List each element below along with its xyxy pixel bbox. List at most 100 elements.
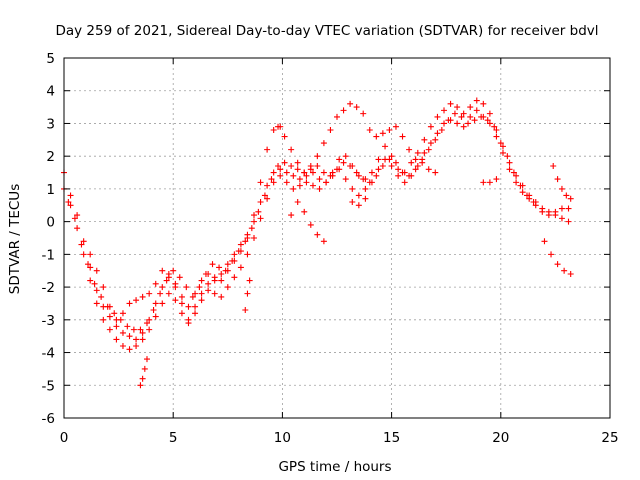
data-point <box>275 123 282 130</box>
data-point <box>139 329 146 336</box>
data-point <box>71 215 78 222</box>
data-point <box>98 293 105 300</box>
data-point <box>176 274 183 281</box>
data-point <box>486 179 493 186</box>
data-point <box>506 166 513 173</box>
y-tick-label: -1 <box>42 247 55 263</box>
data-point <box>296 176 303 183</box>
data-point <box>491 123 498 130</box>
data-point <box>510 169 517 176</box>
x-tick-label: 10 <box>274 430 291 446</box>
data-point <box>264 195 271 202</box>
data-point <box>320 238 327 245</box>
data-point <box>294 166 301 173</box>
y-axis-label: SDTVAR / TECUs <box>7 184 23 294</box>
data-point <box>152 313 159 320</box>
data-point <box>185 316 192 323</box>
data-point <box>152 280 159 287</box>
data-point <box>248 225 255 232</box>
data-point <box>519 189 526 196</box>
data-point <box>486 110 493 117</box>
data-point <box>288 163 295 169</box>
x-tick-label: 20 <box>492 430 509 446</box>
data-point <box>567 195 574 202</box>
data-point <box>567 271 574 277</box>
data-point <box>159 267 166 274</box>
data-point <box>395 172 402 179</box>
data-point <box>316 176 323 183</box>
data-point <box>445 117 452 124</box>
data-point <box>100 284 107 291</box>
data-point <box>438 127 445 133</box>
data-point <box>539 205 546 212</box>
data-point <box>484 117 491 124</box>
data-point <box>303 179 310 186</box>
data-point <box>150 307 157 313</box>
data-point <box>353 169 360 176</box>
data-point <box>189 293 196 300</box>
data-point <box>281 159 288 166</box>
data-point <box>119 343 126 349</box>
data-point <box>192 303 199 310</box>
data-point <box>368 169 375 176</box>
data-points <box>61 97 574 389</box>
data-point <box>441 107 448 114</box>
data-point <box>93 267 100 274</box>
data-point <box>87 277 94 284</box>
data-point <box>558 205 565 212</box>
data-point <box>222 267 229 274</box>
data-point <box>133 343 140 349</box>
series-track-c <box>65 110 537 333</box>
data-point <box>427 123 434 130</box>
data-point <box>74 212 81 219</box>
data-point <box>231 251 238 258</box>
data-point <box>80 238 87 245</box>
data-point <box>434 130 441 137</box>
data-point <box>170 267 177 274</box>
data-point <box>178 310 185 317</box>
data-point <box>130 326 137 333</box>
data-point <box>270 179 277 186</box>
y-tick-label: -6 <box>42 411 55 427</box>
data-point <box>307 163 314 169</box>
x-tick-label: 25 <box>601 430 618 446</box>
chart-title: Day 259 of 2021, Sidereal Day-to-day VTE… <box>55 23 598 39</box>
data-point <box>261 192 268 199</box>
data-point <box>314 163 321 169</box>
data-point <box>137 326 144 333</box>
data-point <box>139 336 146 343</box>
data-point <box>414 163 421 169</box>
y-tick-label: -3 <box>42 313 55 329</box>
data-point <box>386 156 393 163</box>
data-point <box>554 176 561 183</box>
data-point <box>244 251 251 258</box>
data-point <box>126 333 133 340</box>
data-point <box>329 169 336 176</box>
data-point <box>340 107 347 114</box>
data-point <box>178 293 185 300</box>
data-point <box>513 172 520 179</box>
data-point <box>427 140 434 147</box>
data-point <box>159 284 166 291</box>
data-point <box>211 277 218 284</box>
data-point <box>87 264 94 271</box>
data-point <box>277 166 284 173</box>
data-point <box>198 297 205 304</box>
data-point <box>458 113 465 120</box>
data-point <box>530 199 537 205</box>
data-point <box>499 149 506 156</box>
data-point <box>320 140 327 147</box>
data-point <box>113 323 120 330</box>
data-point <box>172 297 179 304</box>
data-point <box>113 316 120 323</box>
data-point <box>460 110 467 117</box>
data-point <box>412 166 419 173</box>
y-tick-label: 1 <box>46 182 55 198</box>
data-point <box>373 172 380 179</box>
data-point <box>133 336 140 343</box>
data-point <box>106 313 113 320</box>
data-point <box>277 172 284 179</box>
data-point <box>126 300 133 307</box>
data-point <box>246 277 253 284</box>
data-point <box>386 127 393 133</box>
